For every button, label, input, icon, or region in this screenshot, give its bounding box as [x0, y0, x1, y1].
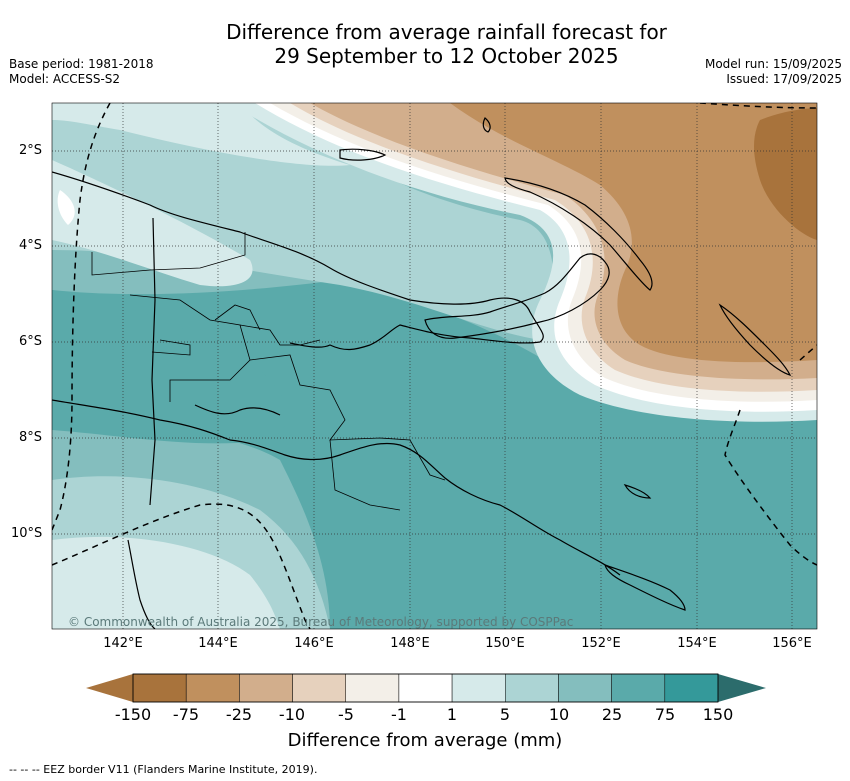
lon-label-150e: 150°E	[485, 636, 525, 651]
eez-borders	[52, 103, 817, 629]
lat-label-4s: 4°S	[19, 238, 43, 253]
colorbar-tick-label: 25	[601, 705, 623, 724]
colorbar-swatch	[185, 673, 240, 703]
base-period-text: Base period: 1981-2018	[9, 57, 154, 71]
zone-1-5-south	[52, 536, 280, 629]
colorbar-tick-label: -5	[338, 705, 354, 724]
colorbar-min-arrow	[86, 674, 133, 702]
map-title: Difference from average rainfall forecas…	[0, 20, 850, 68]
lon-label-152e: 152°E	[581, 636, 621, 651]
lon-label-156e: 156°E	[772, 636, 812, 651]
model-text: Model: ACCESS-S2	[9, 72, 121, 86]
colorbar-tick-label: 1	[446, 705, 458, 724]
provincial-boundaries	[91, 232, 446, 511]
lat-label-2s: 2°S	[19, 143, 43, 158]
colorbar-swatch	[239, 673, 293, 703]
map-title-line2: 29 September to 12 October 2025	[274, 44, 619, 68]
map-title-line1: Difference from average rainfall forecas…	[226, 20, 667, 44]
colorbar-swatch	[132, 673, 187, 703]
graticule	[52, 103, 817, 629]
model-run-text: Model run: 15/09/2025	[704, 57, 842, 71]
colorbar-swatch	[611, 673, 666, 703]
coastlines	[52, 117, 792, 629]
colorbar-swatch	[451, 673, 506, 703]
lat-label-8s: 8°S	[19, 430, 43, 445]
colorbar-tick-label: -1	[391, 705, 407, 724]
zone-1-5-west	[52, 160, 253, 287]
colorbar-swatch	[345, 673, 400, 703]
zone-minus75-minus25	[450, 103, 817, 363]
colorbar-title: Difference from average (mm)	[287, 730, 563, 751]
colorbar-tick-label: -150	[114, 705, 152, 724]
colorbar-swatch	[505, 673, 559, 703]
lon-label-148e: 148°E	[390, 636, 430, 651]
colorbar-tick-label: -25	[225, 705, 253, 724]
colorbar-swatch	[558, 673, 612, 703]
lon-label-144e: 144°E	[198, 636, 238, 651]
meta-left: Base period: 1981-2018 Model: ACCESS-S2	[9, 57, 154, 87]
lat-label-6s: 6°S	[19, 334, 43, 349]
colorbar-tick-label: -10	[278, 705, 306, 724]
colorbar-tick-label: 10	[548, 705, 570, 724]
eez-footnote: -- -- -- EEZ border V11 (Flanders Marine…	[9, 763, 318, 776]
lat-label-10s: 10°S	[11, 526, 43, 541]
zone-neutral-west	[57, 190, 75, 225]
colorbar	[86, 673, 766, 703]
lon-label-142e: 142°E	[103, 636, 143, 651]
colorbar-frame	[132, 673, 719, 703]
meta-right: Model run: 15/09/2025 Issued: 17/09/2025	[705, 57, 842, 87]
zone-25-75-west	[52, 290, 289, 444]
lon-label-146e: 146°E	[294, 636, 334, 651]
colorbar-tick-label: 5	[499, 705, 511, 724]
colorbar-tick-label: 75	[654, 705, 676, 724]
colorbar-swatch	[398, 673, 453, 703]
colorbar-tick-label: 150	[702, 705, 734, 724]
lon-label-154e: 154°E	[677, 636, 717, 651]
zone-5-10-north	[52, 103, 554, 340]
rainfall-anomaly-field: © Commonwealth of Australia 2025, Bureau…	[52, 103, 817, 629]
copyright-text: © Commonwealth of Australia 2025, Bureau…	[68, 615, 573, 629]
colorbar-tick-label: -75	[172, 705, 200, 724]
zone-minus150-minus75	[754, 108, 817, 240]
zone-1-5-north	[52, 103, 350, 166]
colorbar-swatch	[664, 673, 719, 703]
colorbar-swatch	[292, 673, 346, 703]
colorbar-max-arrow	[718, 674, 766, 702]
issued-text: Issued: 17/09/2025	[726, 72, 842, 86]
map-frame	[51, 102, 818, 630]
